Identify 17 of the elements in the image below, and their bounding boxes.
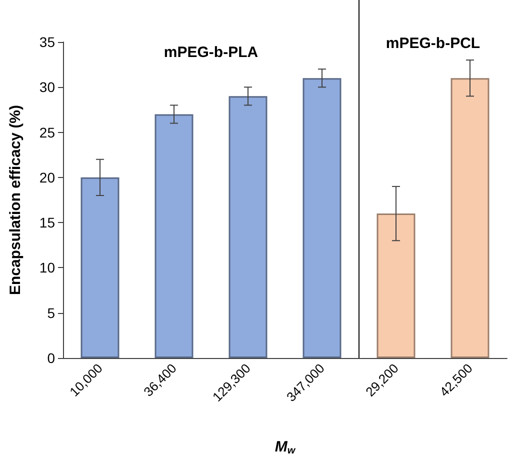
y-tick-label: 15: [39, 214, 56, 231]
y-tick-label: 25: [39, 124, 56, 140]
bar: [450, 78, 490, 358]
y-axis-title: Encapsulation efficacy (%): [7, 104, 24, 296]
bar: [80, 177, 120, 358]
y-tick-label: 35: [39, 34, 56, 50]
text: mPEG-b-PLA: [164, 44, 258, 62]
y-tick-label: 5: [47, 304, 56, 321]
y-tick-label: 30: [39, 79, 56, 96]
bar: [302, 78, 342, 358]
series-label: mPEG-b-PCL: [386, 35, 480, 52]
bar: [154, 114, 194, 358]
bar: [228, 96, 268, 358]
y-tick-label: 0: [47, 350, 56, 366]
y-tick-label: 20: [39, 169, 56, 186]
y-tick-label: 10: [39, 260, 56, 276]
bar: [376, 214, 416, 358]
